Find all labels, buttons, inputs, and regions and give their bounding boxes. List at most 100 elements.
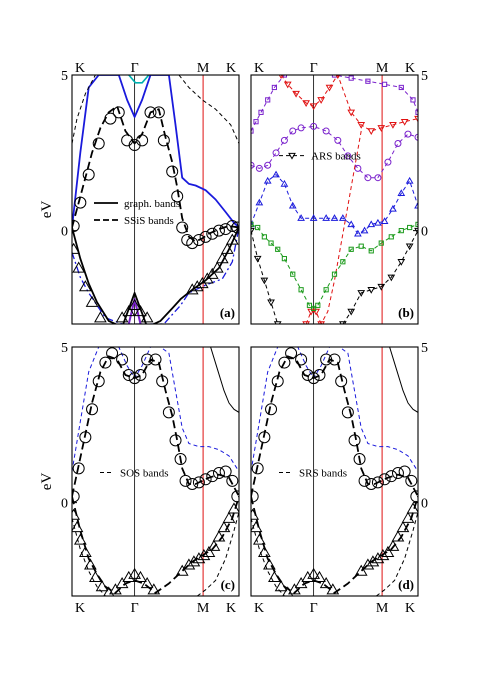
panel-c: 5 0 K Γ M KeV SOS bands (c): [39, 341, 240, 616]
data-point: [347, 220, 356, 228]
data-point: [258, 431, 271, 444]
data-point: [313, 570, 326, 582]
data-point: [320, 353, 333, 366]
data-point: [265, 403, 278, 416]
data-point: [82, 168, 95, 181]
data-point: [374, 174, 382, 182]
data-point: [348, 246, 354, 252]
data-point: [149, 353, 162, 366]
x-tick-label: K: [405, 601, 415, 616]
data-point: [72, 508, 81, 520]
y-tick-label: 5: [421, 341, 428, 356]
data-point: [301, 369, 314, 382]
x-tick-label: K: [226, 601, 236, 616]
data-point: [289, 127, 297, 135]
data-point: [315, 302, 321, 308]
x-tick-label: Γ: [310, 601, 318, 616]
series-line: [178, 75, 239, 144]
data-point: [394, 139, 402, 147]
data-point: [306, 302, 313, 308]
data-point: [212, 224, 225, 237]
series-line: [251, 125, 418, 179]
data-point: [257, 545, 271, 558]
data-point: [261, 234, 267, 240]
data-point: [414, 201, 418, 209]
data-point: [331, 271, 338, 277]
data-point: [317, 321, 326, 324]
data-point: [309, 103, 318, 111]
data-point: [381, 545, 395, 558]
data-point: [367, 220, 376, 228]
data-point: [294, 577, 308, 589]
data-point: [317, 97, 326, 104]
data-point: [378, 240, 384, 246]
data-point: [338, 214, 347, 221]
series-line: [72, 227, 239, 324]
series-line: [342, 230, 418, 324]
data-point: [380, 217, 389, 225]
y-tick-label: 5: [61, 69, 68, 84]
panel-label: (a): [220, 305, 235, 320]
series-group: [251, 347, 418, 596]
data-point: [302, 321, 310, 324]
data-point: [377, 283, 386, 291]
data-point: [220, 242, 234, 254]
data-point: [297, 124, 305, 132]
data-point: [357, 290, 366, 297]
data-point: [389, 122, 397, 129]
data-point: [360, 226, 369, 234]
data-point: [251, 227, 255, 235]
data-point: [374, 218, 382, 226]
y-tick-label: 0: [61, 497, 68, 512]
data-point: [212, 530, 226, 542]
data-point: [134, 305, 147, 317]
data-point: [371, 476, 384, 489]
data-point: [344, 152, 352, 160]
data-point: [141, 353, 154, 366]
series-line: [280, 75, 418, 132]
data-point: [414, 115, 418, 123]
data-point: [325, 84, 334, 92]
data-point: [122, 305, 136, 317]
data-point: [215, 252, 229, 264]
series-line: [376, 511, 418, 596]
data-point: [275, 246, 281, 252]
data-point: [74, 196, 87, 209]
data-point: [219, 465, 232, 478]
data-point: [226, 474, 239, 487]
data-point: [341, 406, 354, 419]
data-point: [376, 549, 390, 561]
data-point: [78, 545, 92, 558]
legend-label: SOS bands: [120, 467, 169, 479]
data-point: [338, 321, 347, 324]
data-point: [397, 189, 406, 197]
data-point: [264, 161, 272, 169]
data-point: [319, 577, 333, 589]
y-tick-label: 0: [421, 497, 428, 512]
series-line: [320, 130, 362, 324]
y-axis-label: eV: [39, 201, 55, 219]
data-point: [134, 570, 147, 582]
data-point: [323, 287, 329, 293]
data-point: [366, 555, 380, 567]
data-point: [367, 287, 376, 294]
data-point: [265, 97, 271, 103]
panel-label: (d): [398, 577, 414, 592]
data-point: [326, 583, 340, 595]
data-point: [401, 511, 415, 523]
data-point: [92, 137, 105, 150]
data-point: [128, 567, 141, 579]
data-point: [86, 403, 99, 416]
data-point: [166, 165, 179, 178]
data-point: [309, 214, 318, 221]
data-point: [368, 248, 374, 254]
data-point: [410, 97, 416, 103]
data-point: [384, 158, 392, 166]
data-point: [330, 214, 339, 221]
data-point: [92, 375, 105, 388]
data-point: [398, 465, 411, 478]
data-point: [285, 347, 298, 360]
data-point: [364, 174, 372, 182]
data-point: [94, 311, 107, 323]
